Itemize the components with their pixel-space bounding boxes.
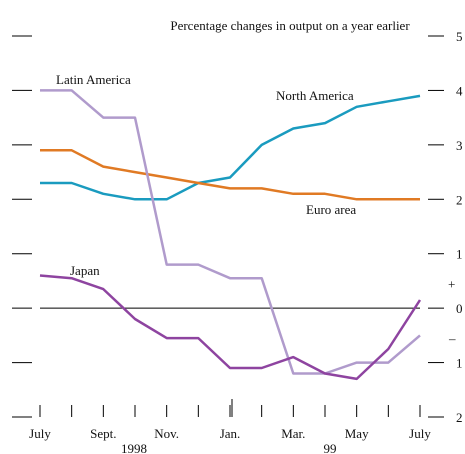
y-tick-label: 2 bbox=[456, 410, 463, 425]
series-label-japan: Japan bbox=[70, 263, 100, 278]
series-layer bbox=[39, 89, 422, 381]
y-tick-label: 0 bbox=[456, 301, 463, 316]
series-label-latin-america: Latin America bbox=[56, 72, 131, 87]
x-tick-label: July bbox=[409, 426, 431, 441]
series-line-latin-america bbox=[40, 89, 421, 375]
x-tick-label: Nov. bbox=[154, 426, 179, 441]
y-sign-minus: – bbox=[448, 331, 456, 346]
x-tick-label: Sept. bbox=[90, 426, 116, 441]
y-tick-label: 1 bbox=[456, 356, 463, 371]
year-label: 1998 bbox=[121, 441, 147, 454]
x-tick-label: Jan. bbox=[220, 426, 241, 441]
chart-title: Percentage changes in output on a year e… bbox=[170, 18, 410, 33]
x-tick-label: May bbox=[345, 426, 369, 441]
y-tick-label: 1 bbox=[456, 247, 463, 262]
series-label-north-america: North America bbox=[276, 88, 354, 103]
series-line-euro-area bbox=[40, 149, 420, 201]
y-sign-plus: + bbox=[448, 277, 455, 292]
y-tick-label: 3 bbox=[456, 138, 463, 153]
series-labels: North America Euro area Latin America Japan bbox=[56, 72, 356, 278]
y-tick-label: 2 bbox=[456, 192, 463, 207]
y-tick-label: 4 bbox=[456, 83, 463, 98]
x-tick-label: Mar. bbox=[281, 426, 305, 441]
y-tick-label: 5 bbox=[456, 29, 463, 44]
series-line-japan bbox=[39, 274, 422, 381]
year-label: 99 bbox=[324, 441, 337, 454]
series-label-euro-area: Euro area bbox=[306, 202, 356, 217]
x-tick-label: July bbox=[29, 426, 51, 441]
axes: 5 4 3 2 1 0 1 2 + – July Sept. Nov. Jan. Mar. May July 19… bbox=[12, 29, 463, 454]
series-line-north-america bbox=[40, 94, 421, 201]
